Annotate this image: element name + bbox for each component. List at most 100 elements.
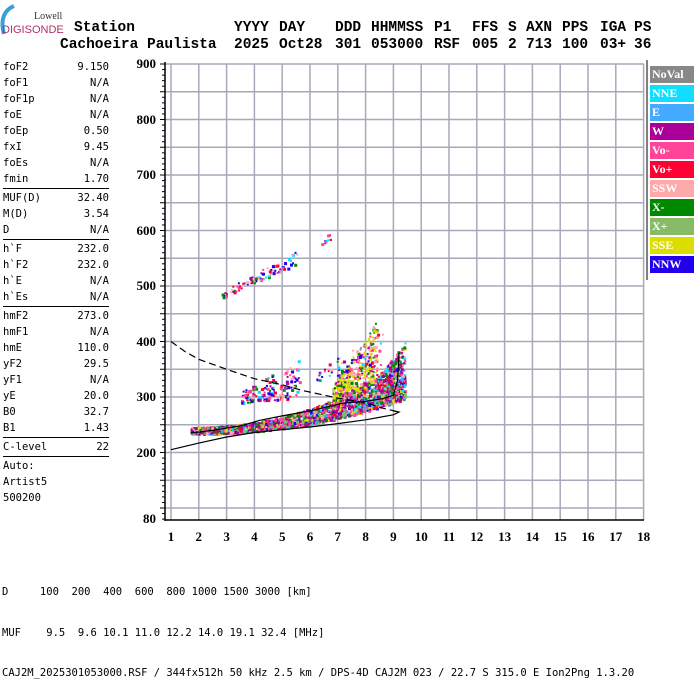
echo-point bbox=[232, 285, 235, 288]
echo-point bbox=[245, 425, 248, 428]
echo-point bbox=[348, 394, 351, 397]
echo-point bbox=[285, 370, 289, 374]
echo-point bbox=[395, 381, 398, 384]
param-value: 3.54 bbox=[83, 208, 109, 220]
echo-point bbox=[378, 397, 381, 400]
echo-point bbox=[374, 401, 378, 405]
echo-point bbox=[377, 392, 381, 396]
param-value: 20.0 bbox=[83, 390, 109, 402]
param-name: yF1 bbox=[3, 374, 22, 386]
echo-point bbox=[354, 385, 357, 388]
echo-point bbox=[365, 345, 368, 348]
echo-point bbox=[337, 403, 341, 407]
param-name: foF2 bbox=[3, 61, 29, 73]
echo-point bbox=[377, 385, 381, 389]
echo-point bbox=[395, 383, 399, 387]
echo-point bbox=[367, 372, 370, 375]
param-name: D bbox=[3, 224, 10, 236]
echo-point bbox=[339, 394, 341, 397]
echo-point bbox=[329, 415, 333, 419]
echo-point bbox=[404, 374, 407, 377]
echo-point bbox=[353, 388, 356, 390]
echo-point bbox=[208, 432, 211, 435]
echo-point bbox=[355, 398, 358, 401]
echo-point bbox=[275, 417, 278, 420]
echo-point bbox=[394, 361, 398, 365]
echo-point bbox=[199, 429, 202, 432]
echo-point bbox=[348, 404, 351, 407]
logo-line1: Lowell bbox=[34, 11, 63, 22]
legend-item-ssw: SSW bbox=[650, 180, 694, 197]
ionogram-plot bbox=[160, 60, 648, 521]
echo-point bbox=[318, 418, 322, 422]
echo-point bbox=[276, 398, 280, 402]
echo-point bbox=[344, 381, 348, 385]
echo-point bbox=[366, 389, 370, 393]
echo-point bbox=[357, 362, 360, 365]
echo-point bbox=[355, 402, 358, 405]
echo-point bbox=[273, 395, 276, 397]
echo-point bbox=[336, 416, 339, 419]
logo-line2: DIGISONDE bbox=[2, 24, 64, 36]
echo-point bbox=[372, 347, 376, 351]
echo-point bbox=[297, 368, 301, 372]
echo-point bbox=[330, 239, 332, 241]
param-name: hmF2 bbox=[3, 310, 29, 322]
x-tick-label: 6 bbox=[306, 529, 314, 544]
echo-point bbox=[343, 360, 346, 364]
echo-point bbox=[358, 405, 362, 409]
echo-point bbox=[390, 359, 393, 362]
echo-point bbox=[383, 382, 386, 385]
echo-point bbox=[293, 414, 296, 417]
legend-item-nne: NNE bbox=[650, 85, 694, 102]
echo-point bbox=[329, 418, 333, 422]
file-info: CAJ2M_2025301053000.RSF / 344fx512h 50 k… bbox=[2, 667, 635, 679]
echo-point bbox=[351, 371, 355, 375]
echo-point bbox=[394, 368, 397, 371]
param-value: 22 bbox=[96, 441, 109, 453]
echo-point bbox=[192, 428, 195, 431]
echo-point bbox=[362, 372, 365, 375]
echo-point bbox=[399, 396, 402, 398]
echo-point bbox=[319, 412, 322, 415]
echo-point bbox=[266, 378, 269, 381]
echo-point bbox=[225, 428, 228, 431]
echo-point bbox=[369, 340, 372, 343]
echo-point bbox=[371, 389, 373, 392]
echo-point bbox=[280, 384, 284, 388]
x-tick-label: 16 bbox=[581, 529, 595, 544]
echo-point bbox=[375, 387, 378, 390]
echo-point bbox=[340, 368, 343, 371]
echo-point bbox=[361, 363, 365, 367]
echo-point bbox=[267, 275, 270, 278]
echo-point bbox=[258, 425, 261, 428]
header-value-day: Oct28 bbox=[279, 37, 323, 53]
echo-point bbox=[327, 410, 330, 413]
echo-point bbox=[296, 390, 300, 394]
echo-point bbox=[309, 411, 313, 415]
echo-point bbox=[404, 375, 407, 378]
echo-point bbox=[398, 361, 401, 364]
echo-point bbox=[372, 343, 375, 345]
echo-point bbox=[252, 385, 256, 389]
echo-point bbox=[194, 427, 198, 430]
header-label-iga: IGA bbox=[600, 20, 627, 36]
echo-point bbox=[351, 398, 354, 401]
echo-point bbox=[338, 408, 341, 411]
echo-point bbox=[366, 355, 369, 358]
echo-point bbox=[357, 412, 360, 415]
echo-point bbox=[269, 272, 272, 275]
echo-point bbox=[324, 241, 327, 244]
echo-point bbox=[346, 388, 349, 391]
echo-point bbox=[269, 274, 272, 277]
echo-point bbox=[301, 421, 305, 425]
autoscale-info: 500200 bbox=[3, 492, 41, 504]
echo-point bbox=[374, 396, 376, 399]
echo-point bbox=[397, 380, 401, 383]
legend-item-sse: SSE bbox=[650, 237, 694, 254]
echo-point bbox=[391, 366, 394, 369]
echo-point bbox=[332, 406, 335, 409]
echo-point bbox=[225, 425, 228, 428]
echo-point bbox=[337, 380, 340, 383]
echo-point bbox=[364, 365, 367, 368]
